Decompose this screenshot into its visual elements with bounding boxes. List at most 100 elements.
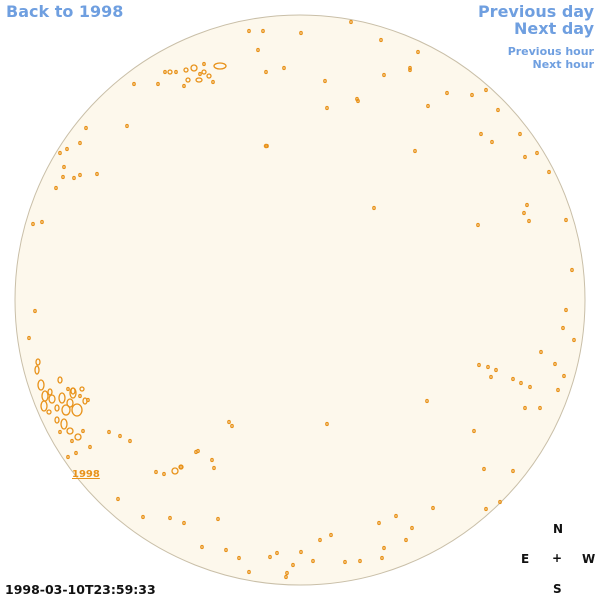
contour-mark <box>190 64 198 72</box>
contour-mark <box>65 146 69 152</box>
contour-mark <box>494 367 498 373</box>
contour-mark <box>33 308 37 314</box>
contour-mark <box>195 77 203 83</box>
contour-mark <box>224 547 228 553</box>
contour-mark <box>168 515 172 521</box>
active-region-label[interactable]: 1998 <box>72 469 100 480</box>
contour-mark <box>498 499 502 505</box>
contour-mark <box>382 72 386 78</box>
contour-mark <box>128 438 132 444</box>
contour-mark <box>377 520 381 526</box>
contour-mark <box>58 392 66 404</box>
contour-mark <box>410 525 414 531</box>
contour-mark <box>40 400 48 412</box>
contour-mark <box>216 516 220 522</box>
contour-mark <box>484 506 488 512</box>
contour-mark <box>47 388 53 396</box>
back-to-year-link[interactable]: Back to 1998 <box>6 2 124 21</box>
contour-mark <box>256 47 260 53</box>
contour-mark <box>556 387 560 393</box>
contour-mark <box>34 365 40 375</box>
contour-mark <box>31 221 35 227</box>
contour-mark <box>162 471 166 477</box>
contour-mark <box>62 164 66 170</box>
contour-mark <box>35 358 41 366</box>
contour-mark <box>78 140 82 146</box>
contour-mark <box>116 496 120 502</box>
contour-mark <box>57 376 63 384</box>
contour-mark <box>247 569 251 575</box>
contour-mark <box>78 393 82 399</box>
contour-mark <box>408 65 412 71</box>
contour-mark <box>479 131 483 137</box>
contour-mark <box>431 505 435 511</box>
observation-timestamp: 1998-03-10T23:59:33 <box>5 582 156 597</box>
next-day-link[interactable]: Next day <box>514 19 594 38</box>
contour-mark <box>66 398 74 408</box>
contour-mark <box>470 92 474 98</box>
contour-mark <box>476 222 480 228</box>
contour-mark <box>66 454 70 460</box>
contour-mark <box>380 555 384 561</box>
contour-mark <box>511 376 515 382</box>
contour-mark <box>81 428 85 434</box>
contour-mark <box>570 267 574 273</box>
contour-mark <box>167 69 173 75</box>
contour-mark <box>132 81 136 87</box>
contour-mark <box>27 335 31 341</box>
contour-mark <box>61 174 65 180</box>
contour-mark <box>358 558 362 564</box>
contour-mark <box>84 125 88 131</box>
compass-west: W <box>582 552 596 566</box>
contour-mark <box>261 28 265 34</box>
previous-hour-link[interactable]: Previous hour <box>507 45 594 58</box>
contour-mark <box>37 379 45 391</box>
contour-mark <box>572 337 576 343</box>
contour-mark <box>445 90 449 96</box>
contour-mark <box>74 433 82 441</box>
contour-mark <box>198 71 202 77</box>
contour-mark <box>182 520 186 526</box>
next-hour-link[interactable]: Next hour <box>532 58 595 71</box>
contour-mark <box>285 570 289 576</box>
contour-mark <box>477 362 481 368</box>
contour-mark <box>163 69 167 75</box>
contour-mark <box>329 532 333 538</box>
compass-center: + <box>552 551 563 565</box>
contour-mark <box>484 87 488 93</box>
contour-mark <box>213 62 227 70</box>
contour-mark <box>325 105 329 111</box>
contour-mark <box>185 77 191 83</box>
contour-mark <box>70 387 76 395</box>
contour-mark <box>174 69 178 75</box>
contour-mark <box>527 218 531 224</box>
contour-mark <box>201 69 207 75</box>
contour-mark <box>264 69 268 75</box>
contour-layer <box>27 19 576 580</box>
contour-mark <box>247 28 251 34</box>
contour-mark <box>74 450 78 456</box>
contour-mark <box>522 210 526 216</box>
contour-mark <box>425 398 429 404</box>
contour-mark <box>518 131 522 137</box>
contour-mark <box>275 550 279 556</box>
contour-mark <box>564 307 568 313</box>
contour-mark <box>490 139 494 145</box>
contour-mark <box>372 205 376 211</box>
contour-mark <box>70 438 74 444</box>
compass-north: N <box>553 522 564 536</box>
contour-mark <box>54 416 60 424</box>
contour-mark <box>72 175 76 181</box>
contour-mark <box>426 103 430 109</box>
contour-mark <box>379 37 383 43</box>
contour-mark <box>523 405 527 411</box>
compass-east: E <box>521 552 530 566</box>
contour-mark <box>408 67 412 73</box>
previous-day-link[interactable]: Previous day <box>477 2 594 21</box>
contour-mark <box>182 83 186 89</box>
contour-mark <box>486 364 490 370</box>
compass-south: S <box>553 582 562 596</box>
contour-mark <box>528 384 532 390</box>
contour-mark <box>82 397 88 405</box>
contour-mark <box>299 549 303 555</box>
